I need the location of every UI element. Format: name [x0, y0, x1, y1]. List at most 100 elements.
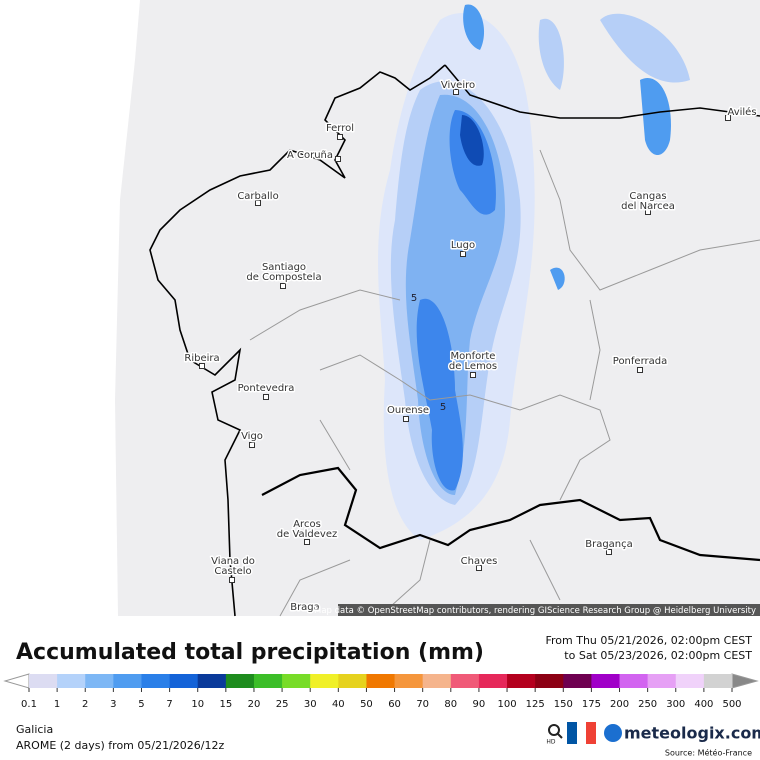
colorbar-segment — [366, 674, 396, 688]
city-marker — [460, 251, 466, 257]
city-label: Braga — [290, 602, 320, 613]
colorbar-label: 2 — [82, 699, 88, 710]
colorbar-segment — [113, 674, 142, 688]
colorbar-label: 70 — [416, 699, 429, 710]
colorbar-segment — [310, 674, 339, 688]
colorbar-segment — [282, 674, 311, 688]
attribution-box — [338, 604, 760, 616]
period-from: From Thu 05/21/2026, 02:00pm CEST — [545, 634, 752, 647]
city-marker — [335, 156, 341, 162]
colorbar-segment — [647, 674, 677, 688]
colorbar-segment — [619, 674, 649, 688]
model-run: AROME (2 days) from 05/21/2026/12z — [16, 739, 225, 752]
brand-logo — [604, 724, 622, 742]
colorbar-segment — [563, 674, 592, 688]
colorbar-label: 60 — [388, 699, 401, 710]
city-marker — [470, 372, 476, 378]
colorbar-label: 7 — [166, 699, 172, 710]
colorbar-label: 100 — [497, 699, 516, 710]
cities: Viveiro Ferrol A Coruña Carballo Lugo Santiag… — [183, 79, 758, 615]
colorbar-segment — [591, 674, 621, 688]
city-label: de Valdevez — [277, 529, 337, 540]
colorbar-segment — [57, 674, 86, 688]
city-marker — [453, 89, 459, 95]
legend-title: Accumulated total precipitation (mm) — [16, 640, 484, 665]
colorbar-label: 175 — [582, 699, 601, 710]
city-label: Ribeira — [184, 353, 219, 364]
colorbar-segment — [338, 674, 367, 688]
city-marker — [255, 200, 261, 206]
city-label: Pontevedra — [238, 383, 295, 394]
colorbar-segment — [85, 674, 114, 688]
colorbar-label: 10 — [191, 699, 204, 710]
colorbar-segment — [225, 674, 255, 688]
colorbar-label: 500 — [722, 699, 741, 710]
colorbar-label: 150 — [554, 699, 573, 710]
city-label: Lugo — [451, 240, 475, 251]
colorbar-label: 20 — [248, 699, 261, 710]
city-label: Cangas — [629, 191, 666, 202]
city-marker — [229, 577, 235, 583]
city-label: A Coruña — [287, 150, 333, 161]
colorbar-label: 40 — [332, 699, 345, 710]
colorbar-segment — [29, 674, 58, 688]
hd-label[interactable]: HD — [546, 739, 556, 746]
colorbar-label: 125 — [526, 699, 545, 710]
city-label: Bragança — [585, 539, 633, 550]
colorbar-segment — [253, 674, 283, 688]
colorbar: 0.1 1 2 3 5 7 10 15 20 25 30 40 50 60 70 80 90 100 125 150 1… — [3, 673, 759, 710]
colorbar-label: 15 — [219, 699, 232, 710]
colorbar-segment — [450, 674, 480, 688]
city-label: Vigo — [241, 431, 263, 442]
city-marker — [280, 283, 286, 289]
city-label: Avilés — [727, 106, 756, 118]
zoom-icon[interactable] — [548, 724, 563, 739]
outside-domain — [0, 0, 140, 616]
colorbar-segment — [422, 674, 452, 688]
city-marker — [725, 115, 731, 121]
city-marker — [199, 363, 205, 369]
region: Galicia — [16, 723, 53, 736]
city-label: Ourense — [387, 405, 429, 416]
colorbar-arrow-right — [731, 673, 759, 689]
colorbar-label: 400 — [694, 699, 713, 710]
city-marker — [249, 442, 255, 448]
city-label: Chaves — [461, 556, 498, 567]
period-to: to Sat 05/23/2026, 02:00pm CEST — [564, 649, 752, 662]
colorbar-segment — [507, 674, 536, 688]
colorbar-label: 1 — [54, 699, 60, 710]
colorbar-label: 250 — [638, 699, 657, 710]
colorbar-segment — [535, 674, 564, 688]
colorbar-segment — [675, 674, 705, 688]
contour-label: 5 — [411, 293, 417, 304]
colorbar-label: 50 — [360, 699, 373, 710]
city-marker — [637, 367, 643, 373]
city-label: Viveiro — [441, 80, 475, 91]
city-marker — [263, 394, 269, 400]
colorbar-label: 5 — [138, 699, 144, 710]
colorbar-label: 30 — [304, 699, 317, 710]
colorbar-label: 25 — [276, 699, 289, 710]
contour-label: 5 — [440, 402, 446, 413]
city-label: Monforte — [451, 351, 496, 362]
colorbar-segment — [478, 674, 508, 688]
colorbar-label: 3 — [110, 699, 116, 710]
city-marker — [606, 549, 612, 555]
city-marker — [304, 539, 310, 545]
city-label: de Compostela — [246, 272, 321, 283]
city-label: Ferrol — [326, 123, 354, 134]
city-label: Arcos — [293, 519, 321, 530]
flag-fr[interactable] — [567, 722, 596, 744]
colorbar-segment — [197, 674, 227, 688]
colorbar-label: 90 — [473, 699, 486, 710]
borders — [149, 64, 760, 617]
colorbar-label: 0.1 — [21, 699, 37, 710]
city-marker — [403, 416, 409, 422]
colorbar-segment — [703, 674, 733, 688]
city-label: Castelo — [214, 566, 251, 577]
colorbar-segment — [394, 674, 424, 688]
city-label: Ponferrada — [613, 356, 667, 367]
precipitation — [378, 4, 690, 540]
